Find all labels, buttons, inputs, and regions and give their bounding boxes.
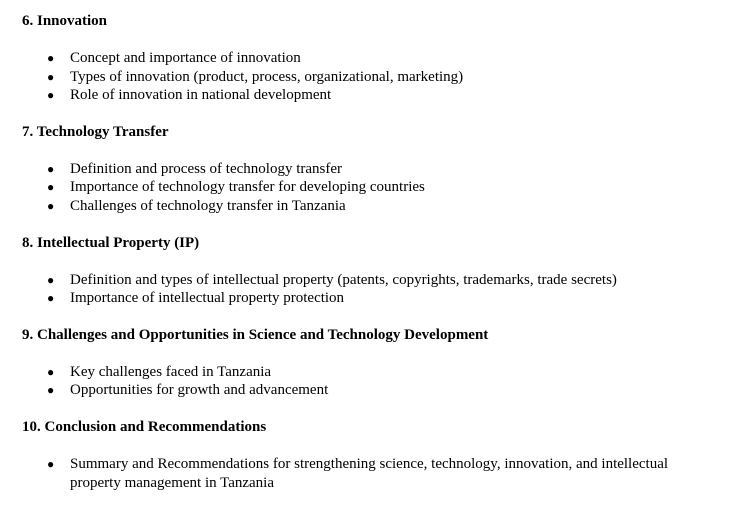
bullet-icon: ● [47,456,55,471]
bullet-icon: ● [47,291,55,306]
list-item-text: Definition and process of technology tra… [70,160,342,177]
bullet-list: ● Concept and importance of innovation ● T… [22,49,722,105]
bullet-icon: ● [47,88,55,103]
list-item-text: Importance of intellectual property prot… [70,290,345,307]
list-item: ● Challenges of technology transfer in Ta… [22,197,722,216]
bullet-icon: ● [47,180,55,195]
list-item: ● Importance of technology transfer for d… [22,178,722,197]
section-heading: 8. Intellectual Property (IP) [22,234,200,251]
list-item-text: Key challenges faced in Tanzania [70,363,272,380]
bullet-list: ● Key challenges faced in Tanzania ● Oppor… [22,363,722,400]
document-body: 6. Innovation ● Concept and importance of… [22,12,722,510]
bullet-icon: ● [47,272,55,287]
section-heading: 10. Conclusion and Recommendations [22,418,267,435]
bullet-list: ● Summary and Recommendations for strengt… [22,455,722,492]
bullet-list: ● Definition and types of intellectual pr… [22,271,722,308]
list-item-text: Summary and Recommendations for strength… [70,455,669,491]
list-item-text: Types of innovation (product, process, o… [70,68,464,85]
list-item: ● Opportunities for growth and advancemen… [22,381,722,400]
list-item: ● Role of innovation in national developm… [22,86,722,105]
section-heading: 9. Challenges and Opportunities in Scien… [22,326,489,343]
section-technology-transfer: 7. Technology Transfer ● Definition and p… [22,123,722,216]
list-item: ● Definition and types of intellectual pr… [22,271,722,290]
section-heading: 6. Innovation [22,13,108,29]
section-challenges-opportunities: 9. Challenges and Opportunities in Scien… [22,326,722,400]
bullet-icon: ● [47,161,55,176]
bullet-icon: ● [47,383,55,398]
list-item-text: Importance of technology transfer for de… [70,179,425,196]
section-conclusion: 10. Conclusion and Recommendations ● Summ… [22,418,722,492]
bullet-icon: ● [47,198,55,213]
list-item-text: Role of innovation in national developme… [70,87,332,104]
list-item-text: Opportunities for growth and advancement [70,382,329,399]
bullet-list: ● Definition and process of technology tr… [22,160,722,216]
bullet-icon: ● [47,51,55,65]
section-heading: 7. Technology Transfer [22,123,169,140]
bullet-icon: ● [47,364,55,379]
list-item-text: Concept and importance of innovation [70,50,301,66]
section-innovation: 6. Innovation ● Concept and importance of… [22,12,722,105]
list-item: ● Importance of intellectual property pro… [22,289,722,308]
list-item: ● Definition and process of technology tr… [22,160,722,179]
list-item-text: Definition and types of intellectual pro… [70,271,617,288]
section-intellectual-property: 8. Intellectual Property (IP) ● Definitio… [22,234,722,308]
list-item: ● Concept and importance of innovation [22,49,722,68]
list-item: ● Summary and Recommendations for strengt… [22,455,722,492]
list-item-text: Challenges of technology transfer in Tan… [70,197,346,214]
list-item: ● Types of innovation (product, process, … [22,68,722,87]
bullet-icon: ● [47,69,55,84]
list-item: ● Key challenges faced in Tanzania [22,363,722,382]
